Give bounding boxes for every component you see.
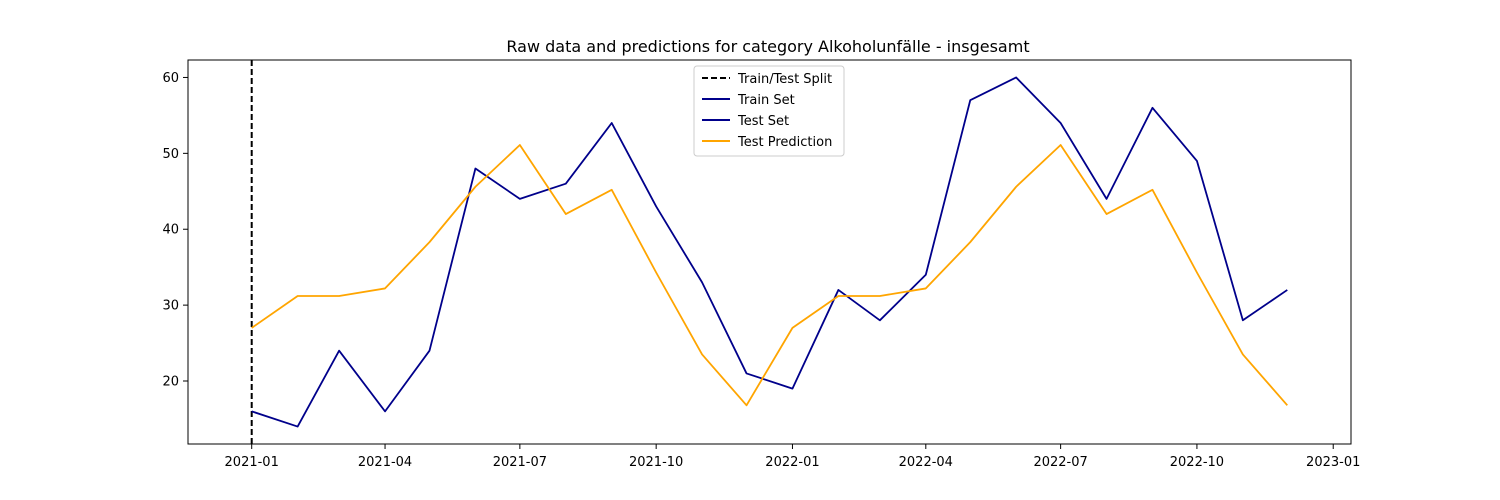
y-axis: 20 30 40 50 60 [162, 71, 188, 390]
legend-box [693, 65, 845, 157]
legend-item-split: Train/Test Split [702, 72, 832, 87]
chart-title: Raw data and predictions for category Al… [506, 37, 1029, 56]
x-tick-label: 2021-04 [358, 455, 412, 470]
prediction-series-line [251, 144, 1288, 407]
x-tick-label: 2023-01 [1306, 455, 1360, 470]
x-tick-label: 2022-10 [1170, 455, 1224, 470]
y-tick-label: 30 [162, 299, 179, 314]
x-tick-label: 2022-07 [1033, 455, 1087, 470]
x-tick-label: 2021-07 [493, 455, 547, 470]
y-tick-label: 60 [162, 71, 179, 86]
legend-item-prediction: Test Prediction [702, 135, 832, 150]
legend-item-test: Test Set [702, 114, 789, 129]
legend-item-train: Train Set [702, 93, 795, 108]
y-tick-label: 40 [162, 223, 179, 238]
y-tick-label: 50 [162, 147, 179, 162]
test-series-line [251, 76, 1288, 428]
plot-area [187, 59, 1352, 445]
x-tick-label: 2022-01 [765, 455, 819, 470]
legend-label-split: Train/Test Split [737, 72, 832, 87]
legend-label-prediction: Test Prediction [737, 135, 832, 150]
series-layer [250, 60, 1288, 444]
x-axis: 2021-01 2021-04 2021-07 2021-10 2022-01 2022-… [225, 444, 1360, 470]
x-tick-label: 2021-10 [629, 455, 683, 470]
x-tick-label: 2021-01 [225, 455, 279, 470]
legend: Train/Test Split Train Set Test Set Test… [693, 65, 845, 157]
legend-label-test: Test Set [737, 114, 789, 129]
legend-label-train: Train Set [737, 93, 795, 108]
x-tick-label: 2022-04 [899, 455, 953, 470]
y-tick-label: 20 [162, 375, 179, 390]
